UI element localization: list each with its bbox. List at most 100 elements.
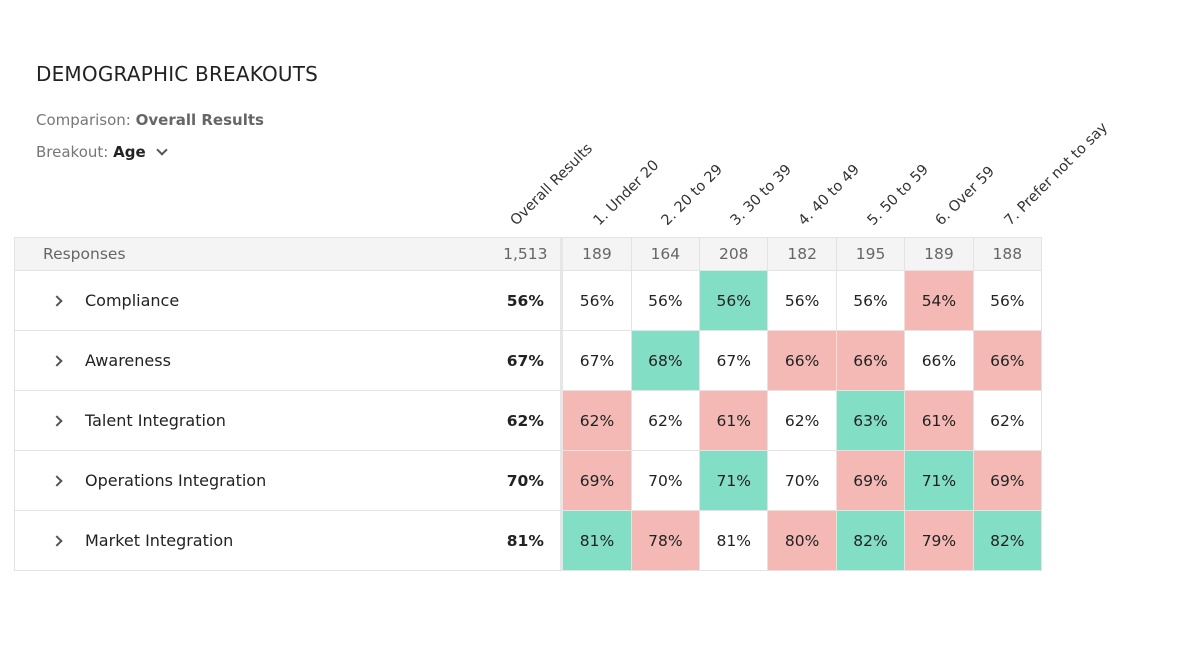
data-cell: 67% bbox=[700, 331, 769, 390]
row-label-cell: Operations Integration bbox=[15, 451, 490, 510]
column-header-group-label: 6. Over 59 bbox=[932, 163, 999, 229]
responses-cells: 189 164 208 182 195 189 188 bbox=[563, 238, 1043, 270]
chevron-right-icon[interactable] bbox=[51, 414, 63, 427]
data-cell: 56% bbox=[974, 271, 1042, 330]
row-label: Market Integration bbox=[85, 531, 234, 550]
responses-overall: 1,513 bbox=[503, 245, 548, 263]
row-overall-value: 62% bbox=[506, 411, 544, 430]
data-cell: 63% bbox=[836, 391, 906, 450]
column-separator bbox=[560, 451, 564, 510]
column-separator bbox=[560, 238, 564, 270]
data-cell: 56% bbox=[700, 271, 769, 330]
row-cells: 81% 78% 81% 80% 82% 79% 82% bbox=[563, 511, 1042, 570]
data-cell: 66% bbox=[836, 331, 906, 390]
column-separator bbox=[560, 331, 564, 390]
row-overall-value: 70% bbox=[506, 471, 544, 490]
data-cell: 80% bbox=[768, 511, 837, 570]
row-overall-value: 56% bbox=[506, 291, 544, 310]
data-cell: 62% bbox=[974, 391, 1042, 450]
comparison-label: Comparison: bbox=[36, 111, 131, 129]
table-row-awareness[interactable]: Awareness 67% 67% 68% 67% 66% 66% 66% 66… bbox=[15, 331, 1042, 391]
row-label-cell: Compliance bbox=[15, 271, 490, 330]
row-cells: 56% 56% 56% 56% 56% 54% 56% bbox=[563, 271, 1042, 330]
data-cell: 66% bbox=[973, 331, 1042, 390]
row-label: Talent Integration bbox=[85, 411, 226, 430]
responses-row: Responses 1,513 189 164 208 182 195 189 … bbox=[15, 237, 1043, 271]
responses-cell: 188 bbox=[974, 238, 1043, 270]
chevron-right-icon[interactable] bbox=[51, 354, 63, 367]
row-label-cell: Talent Integration bbox=[15, 391, 490, 450]
responses-cell: 189 bbox=[905, 238, 974, 270]
row-cells: 69% 70% 71% 70% 69% 71% 69% bbox=[563, 451, 1042, 510]
column-header-group-label: 1. Under 20 bbox=[590, 157, 663, 229]
row-overall-value: 81% bbox=[506, 531, 544, 550]
responses-label: Responses bbox=[43, 245, 126, 263]
row-label-cell: Awareness bbox=[15, 331, 490, 390]
data-cell: 56% bbox=[837, 271, 906, 330]
data-cell: 69% bbox=[973, 451, 1042, 510]
row-label-cell: Market Integration bbox=[15, 511, 490, 570]
data-cell: 62% bbox=[563, 391, 632, 450]
data-cell: 68% bbox=[631, 331, 701, 390]
column-header-group-label: 4. 40 to 49 bbox=[795, 161, 863, 229]
table-row-talent-integration[interactable]: Talent Integration 62% 62% 62% 61% 62% 6… bbox=[15, 391, 1042, 451]
column-separator bbox=[560, 391, 564, 450]
chevron-right-icon[interactable] bbox=[51, 474, 63, 487]
page-title: DEMOGRAPHIC BREAKOUTS bbox=[36, 62, 319, 86]
responses-cell: 164 bbox=[632, 238, 701, 270]
row-overall-value: 67% bbox=[506, 351, 544, 370]
data-cell: 70% bbox=[768, 451, 837, 510]
data-cell: 69% bbox=[563, 451, 632, 510]
column-header-group-label: 7. Prefer not to say bbox=[1001, 119, 1112, 229]
column-header-group-label: 3. 30 to 39 bbox=[727, 161, 795, 229]
responses-cell: 195 bbox=[837, 238, 906, 270]
data-cell: 56% bbox=[768, 271, 837, 330]
chevron-right-icon[interactable] bbox=[51, 294, 63, 307]
column-header-group-label: 2. 20 to 29 bbox=[658, 161, 726, 229]
responses-cell: 182 bbox=[768, 238, 837, 270]
row-cells: 62% 62% 61% 62% 63% 61% 62% bbox=[563, 391, 1042, 450]
data-cell: 61% bbox=[905, 391, 974, 450]
data-cell: 82% bbox=[973, 511, 1042, 570]
column-header-overall-label: Overall Results bbox=[507, 140, 596, 229]
data-cell: 66% bbox=[905, 331, 974, 390]
data-cell: 81% bbox=[563, 511, 632, 570]
table-row-compliance[interactable]: Compliance 56% 56% 56% 56% 56% 56% 54% 5… bbox=[15, 271, 1042, 331]
responses-cell: 189 bbox=[563, 238, 632, 270]
column-separator bbox=[560, 271, 564, 330]
data-cell: 78% bbox=[631, 511, 701, 570]
data-cell: 56% bbox=[632, 271, 701, 330]
column-separator bbox=[560, 511, 564, 570]
data-cell: 69% bbox=[836, 451, 906, 510]
breakout-table: Responses 1,513 189 164 208 182 195 189 … bbox=[14, 237, 1043, 571]
chevron-down-icon[interactable] bbox=[156, 144, 169, 156]
data-cell: 79% bbox=[905, 511, 974, 570]
row-label: Compliance bbox=[85, 291, 180, 310]
data-cell: 62% bbox=[768, 391, 837, 450]
data-cell: 66% bbox=[768, 331, 837, 390]
responses-cell: 208 bbox=[700, 238, 769, 270]
data-cell: 82% bbox=[836, 511, 906, 570]
data-cell: 56% bbox=[563, 271, 632, 330]
data-cell: 54% bbox=[905, 271, 974, 330]
data-cell: 61% bbox=[700, 391, 769, 450]
data-cell: 81% bbox=[700, 511, 769, 570]
data-cell: 71% bbox=[700, 451, 769, 510]
breakout-label: Breakout: bbox=[36, 143, 109, 161]
row-label: Operations Integration bbox=[85, 471, 267, 490]
column-header-group-label: 5. 50 to 59 bbox=[864, 161, 932, 229]
comparison-value: Overall Results bbox=[135, 111, 264, 129]
table-row-market-integration[interactable]: Market Integration 81% 81% 78% 81% 80% 8… bbox=[15, 511, 1042, 571]
table-row-operations-integration[interactable]: Operations Integration 70% 69% 70% 71% 7… bbox=[15, 451, 1042, 511]
breakout-value: Age bbox=[113, 143, 146, 161]
comparison-line: Comparison: Overall Results bbox=[36, 111, 264, 129]
data-cell: 71% bbox=[905, 451, 974, 510]
row-cells: 67% 68% 67% 66% 66% 66% 66% bbox=[563, 331, 1042, 390]
data-cell: 70% bbox=[632, 451, 701, 510]
breakout-dropdown[interactable]: Breakout: Age bbox=[36, 143, 169, 161]
chevron-right-icon[interactable] bbox=[51, 534, 63, 547]
data-cell: 62% bbox=[632, 391, 701, 450]
row-label: Awareness bbox=[85, 351, 171, 370]
data-cell: 67% bbox=[563, 331, 632, 390]
